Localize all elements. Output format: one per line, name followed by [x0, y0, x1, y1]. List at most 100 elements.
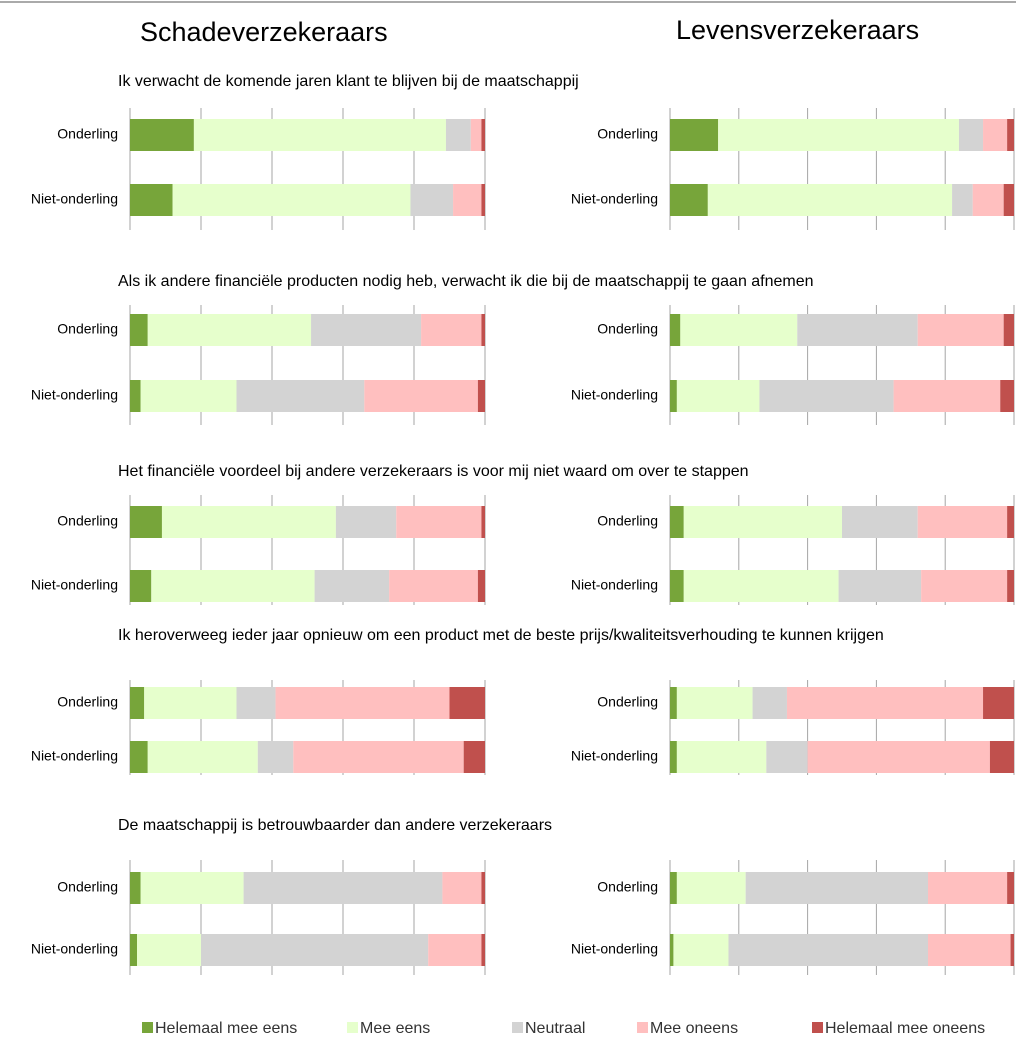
bar-segment — [470, 119, 482, 151]
bar-segment — [752, 687, 787, 719]
bar-segment — [807, 741, 990, 773]
bar-segment — [130, 872, 141, 904]
bar-segment — [140, 380, 237, 412]
bar-segment — [766, 741, 808, 773]
bar-segment — [1010, 934, 1014, 966]
bar-segment — [893, 380, 1001, 412]
bar-segment — [130, 741, 148, 773]
category-label: Onderling — [597, 513, 658, 529]
bar-segment — [161, 506, 336, 538]
legend-swatch — [347, 1022, 358, 1033]
category-label: Onderling — [57, 126, 118, 142]
bar-segment — [147, 741, 258, 773]
bar-segment — [1007, 872, 1014, 904]
bar-segment — [670, 570, 684, 602]
category-label: Onderling — [57, 879, 118, 895]
category-label: Niet-onderling — [571, 748, 658, 764]
bar-segment — [130, 934, 138, 966]
bar-segment — [670, 872, 677, 904]
bar-segment — [130, 570, 152, 602]
bar-segment — [463, 741, 485, 773]
bar-segment — [481, 506, 485, 538]
bar-segment — [1007, 570, 1014, 602]
bar-segment — [1007, 506, 1014, 538]
bar-segment — [481, 184, 485, 216]
bar-segment — [670, 380, 677, 412]
question-title: Als ik andere financiële producten nodig… — [118, 273, 814, 290]
bar-segment — [673, 934, 729, 966]
bar-segment — [759, 380, 894, 412]
bar-segment — [718, 119, 959, 151]
bar-segment — [921, 570, 1008, 602]
bar-segment — [928, 872, 1008, 904]
bar-segment — [842, 506, 918, 538]
bar-segment — [917, 506, 1008, 538]
bar-segment — [442, 872, 482, 904]
bar-segment — [958, 119, 984, 151]
legend-label: Helemaal mee eens — [155, 1020, 297, 1037]
bar-segment — [917, 314, 1004, 346]
bar-segment — [243, 872, 443, 904]
category-label: Onderling — [57, 694, 118, 710]
bar-segment — [676, 380, 760, 412]
bar-segment — [683, 506, 842, 538]
bar-segment — [314, 570, 390, 602]
bar-segment — [676, 872, 746, 904]
category-label: Onderling — [597, 126, 658, 142]
bar-segment — [983, 119, 1008, 151]
bar-segment — [670, 506, 684, 538]
bar-segment — [449, 687, 485, 719]
bar-segment — [481, 314, 485, 346]
bar-segment — [144, 687, 237, 719]
legend-swatch — [512, 1022, 523, 1033]
bar-segment — [676, 687, 753, 719]
bar-segment — [481, 872, 485, 904]
category-label: Niet-onderling — [571, 191, 658, 207]
bar-segment — [172, 184, 411, 216]
bar-segment — [670, 741, 677, 773]
bar-segment — [707, 184, 953, 216]
bar-segment — [477, 380, 485, 412]
bar-segment — [140, 872, 244, 904]
category-label: Onderling — [597, 321, 658, 337]
bar-segment — [275, 687, 450, 719]
category-label: Niet-onderling — [31, 748, 118, 764]
bar-segment — [1003, 314, 1014, 346]
question-title: Ik heroverweeg ieder jaar opnieuw om een… — [118, 627, 884, 644]
category-label: Onderling — [597, 879, 658, 895]
question-title: De maatschappij is betrouwbaarder dan an… — [118, 817, 553, 834]
bar-segment — [389, 570, 478, 602]
legend-label: Mee eens — [360, 1020, 430, 1037]
category-label: Niet-onderling — [31, 387, 118, 403]
bar-segment — [236, 687, 276, 719]
category-label: Niet-onderling — [571, 387, 658, 403]
bar-segment — [257, 741, 294, 773]
column-header: Schadeverzekeraars — [140, 17, 388, 47]
bar-segment — [130, 506, 162, 538]
bar-segment — [670, 934, 674, 966]
category-label: Niet-onderling — [571, 577, 658, 593]
bar-segment — [1000, 380, 1014, 412]
legend-swatch — [812, 1022, 823, 1033]
question-title: Het financiële voordeel bij andere verze… — [118, 463, 749, 480]
legend-label: Helemaal mee oneens — [825, 1020, 985, 1037]
bar-segment — [293, 741, 464, 773]
bar-segment — [130, 380, 141, 412]
bar-segment — [130, 314, 148, 346]
legend-label: Neutraal — [525, 1020, 585, 1037]
bar-segment — [1007, 119, 1014, 151]
bar-segment — [335, 506, 397, 538]
bar-segment — [670, 119, 719, 151]
bar-segment — [838, 570, 922, 602]
bar-segment — [1003, 184, 1014, 216]
legend-label: Mee oneens — [650, 1020, 738, 1037]
bar-segment — [236, 380, 365, 412]
bar-segment — [137, 934, 201, 966]
bar-segment — [453, 184, 482, 216]
legend-swatch — [142, 1022, 153, 1033]
bar-segment — [670, 687, 677, 719]
column-header: Levensverzekeraars — [676, 15, 919, 45]
question-title: Ik verwacht de komende jaren klant te bl… — [118, 73, 579, 90]
